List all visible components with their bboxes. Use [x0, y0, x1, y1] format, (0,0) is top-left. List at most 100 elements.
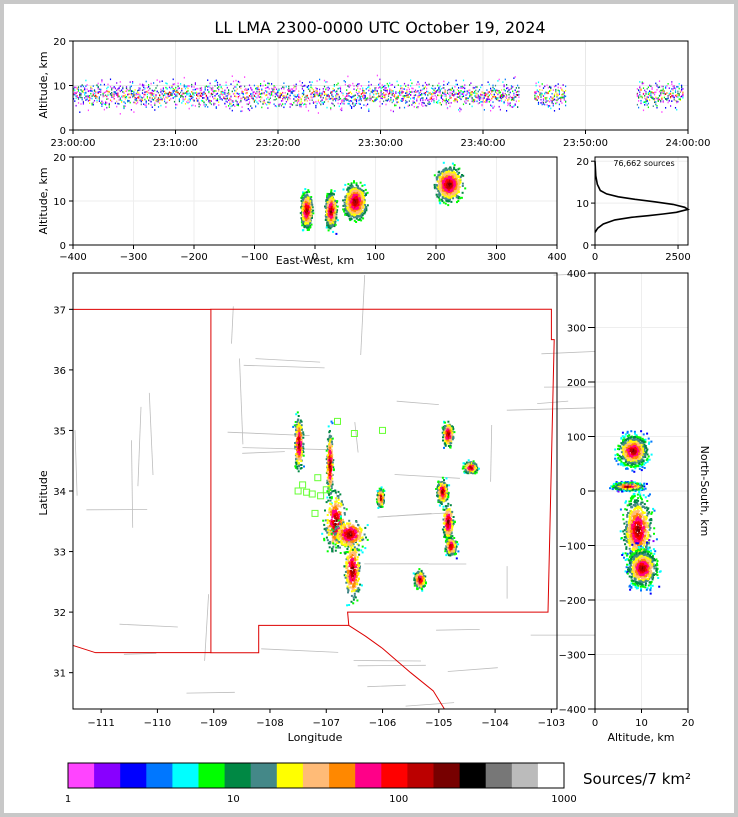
source-point	[517, 90, 519, 93]
source-point	[341, 109, 343, 112]
source-point	[239, 81, 241, 83]
source-point	[540, 96, 542, 98]
source-point	[671, 81, 673, 83]
source-point	[89, 90, 91, 92]
source-point	[240, 87, 242, 90]
source-point	[93, 92, 96, 95]
source-point	[460, 108, 462, 111]
source-point	[290, 103, 292, 105]
source-point	[400, 87, 402, 90]
source-point	[390, 96, 392, 99]
source-point	[214, 102, 216, 105]
source-point	[513, 94, 515, 97]
source-point	[380, 97, 382, 99]
source-point	[470, 94, 472, 96]
source-point	[255, 105, 257, 108]
source-point	[218, 101, 220, 103]
source-point	[144, 93, 146, 96]
source-point	[374, 99, 376, 102]
source-point	[378, 95, 380, 98]
source-point	[378, 92, 380, 95]
source-cell	[309, 226, 312, 229]
source-point	[177, 85, 179, 88]
source-point	[119, 81, 121, 83]
source-point	[291, 104, 294, 106]
source-point	[116, 89, 118, 92]
source-point	[466, 97, 468, 100]
source-point	[339, 88, 342, 90]
source-point	[421, 93, 423, 96]
source-point	[422, 99, 424, 101]
source-cell	[308, 210, 311, 213]
source-cell	[334, 209, 336, 212]
source-point	[230, 83, 232, 85]
source-point	[86, 88, 88, 91]
source-point	[642, 87, 645, 89]
source-point	[234, 89, 236, 92]
source-point	[504, 78, 506, 81]
source-cell	[333, 225, 336, 228]
source-point	[235, 99, 237, 102]
source-point	[234, 92, 236, 95]
source-point	[159, 94, 161, 96]
source-point	[333, 98, 335, 100]
source-point	[267, 91, 269, 94]
source-point	[167, 93, 169, 96]
source-point	[403, 88, 406, 90]
source-point	[562, 90, 564, 92]
source-point	[498, 92, 500, 94]
source-point	[73, 88, 75, 90]
source-point	[381, 93, 383, 95]
source-point	[91, 90, 93, 92]
source-point	[319, 93, 321, 95]
source-point	[373, 93, 375, 95]
source-point	[510, 96, 513, 99]
source-point	[268, 98, 270, 101]
source-point	[348, 100, 350, 103]
source-point	[139, 95, 141, 97]
source-point	[497, 89, 499, 92]
source-point	[474, 99, 476, 101]
source-point	[421, 93, 423, 95]
source-point	[411, 82, 413, 85]
source-point	[383, 92, 385, 94]
source-cell	[333, 204, 336, 207]
source-point	[394, 104, 396, 107]
source-point	[455, 99, 457, 102]
source-point	[294, 95, 296, 98]
source-point	[196, 87, 198, 90]
source-point	[490, 99, 492, 102]
source-point	[321, 93, 323, 96]
source-cell	[304, 203, 307, 206]
source-point	[218, 95, 220, 97]
source-point	[166, 97, 168, 99]
source-point	[458, 96, 460, 98]
source-point	[497, 99, 499, 101]
source-point	[677, 94, 679, 97]
source-point	[304, 100, 306, 102]
source-point	[456, 83, 458, 86]
source-point	[406, 101, 408, 103]
source-point	[679, 99, 681, 101]
source-point	[492, 101, 494, 103]
source-point	[467, 97, 469, 100]
source-point	[303, 91, 305, 94]
source-point	[353, 98, 355, 101]
source-cell	[305, 204, 308, 207]
source-point	[326, 87, 328, 89]
source-cell	[336, 219, 339, 222]
source-point	[651, 88, 653, 90]
source-point	[647, 91, 649, 94]
source-cell	[302, 218, 305, 221]
source-point	[434, 92, 436, 94]
source-point	[397, 84, 399, 86]
source-point	[241, 91, 243, 94]
source-point	[239, 93, 241, 95]
source-point	[423, 102, 425, 105]
lma-figure: LL LMA 2300-0000 UTC October 19, 2024 23…	[37, 18, 711, 805]
source-point	[338, 96, 340, 98]
source-point	[167, 92, 169, 95]
source-point	[193, 94, 195, 97]
source-point	[555, 84, 557, 87]
source-point	[662, 101, 664, 103]
